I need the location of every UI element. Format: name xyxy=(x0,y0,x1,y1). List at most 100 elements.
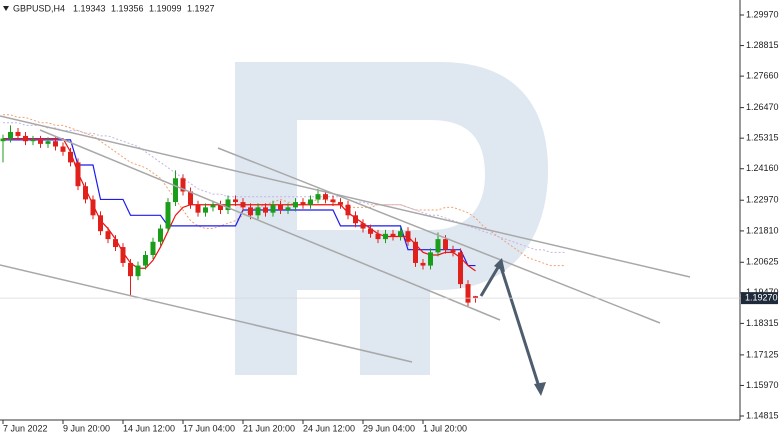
candle-body xyxy=(15,131,21,136)
trend-line xyxy=(0,115,691,278)
candle-body xyxy=(263,207,268,213)
last-price-label: 1.19270 xyxy=(745,293,778,303)
candle-body xyxy=(135,265,141,277)
candle-body xyxy=(278,204,283,211)
x-tick-label: 24 Jun 12:00 xyxy=(303,423,355,433)
candle-body xyxy=(240,202,246,208)
candle-body xyxy=(150,241,156,255)
y-tick-label: 1.17125 xyxy=(746,349,779,359)
y-tick-label: 1.25315 xyxy=(746,133,779,143)
candle-body xyxy=(143,254,148,266)
candle-body xyxy=(443,239,448,250)
candle-body xyxy=(98,215,103,232)
candle-body xyxy=(83,186,88,200)
candle-body xyxy=(210,204,216,208)
candle-body xyxy=(60,146,66,152)
candle-body xyxy=(300,202,306,205)
y-tick-label: 1.28815 xyxy=(746,40,779,50)
header-low: 1.19099 xyxy=(149,3,182,13)
candle-body xyxy=(360,223,366,229)
candle-body xyxy=(0,138,6,142)
candle-body xyxy=(45,141,51,144)
candle-body xyxy=(270,204,276,213)
candle-body xyxy=(330,199,336,203)
y-tick-label: 1.20625 xyxy=(746,257,779,267)
x-tick-label: 14 Jun 12:00 xyxy=(123,423,175,433)
y-tick-label: 1.14815 xyxy=(746,410,779,420)
indicator-line xyxy=(3,139,476,267)
y-tick-label: 1.29970 xyxy=(746,9,779,19)
header-close: 1.1927 xyxy=(187,3,215,13)
candle-body xyxy=(323,194,328,200)
candle-body xyxy=(90,199,96,216)
candle-body xyxy=(53,141,58,147)
y-tick-label: 1.22970 xyxy=(746,195,779,205)
candle-body xyxy=(345,204,351,216)
candle-body xyxy=(180,178,186,192)
candle-body xyxy=(105,231,111,240)
y-tick-label: 1.21810 xyxy=(746,225,779,235)
arrow-head xyxy=(494,258,505,272)
candle-body xyxy=(398,231,403,237)
candle-body xyxy=(225,199,231,211)
candle-body xyxy=(368,228,373,234)
header-open: 1.19343 xyxy=(73,3,106,13)
candle-body xyxy=(428,252,433,266)
candle-body xyxy=(75,162,81,187)
candle-body xyxy=(165,202,171,229)
candle-body xyxy=(218,204,223,211)
x-tick-label: 1 Jul 20:00 xyxy=(423,423,467,433)
trend-line xyxy=(0,264,413,363)
candle-body xyxy=(420,262,426,266)
indicator-line xyxy=(3,137,476,272)
indicator-line xyxy=(3,122,566,253)
candle-body xyxy=(435,239,441,253)
candle-body xyxy=(315,194,321,200)
candle-body xyxy=(158,228,163,242)
candle-body xyxy=(458,252,463,285)
candle-body xyxy=(173,178,178,203)
candle-body xyxy=(120,247,126,263)
watermark xyxy=(235,62,548,375)
candle-body xyxy=(128,262,133,277)
candle-body xyxy=(338,202,343,205)
header-high: 1.19356 xyxy=(111,3,144,13)
arrow-head xyxy=(534,382,546,396)
candle-body xyxy=(195,204,201,213)
candle-body xyxy=(375,233,381,240)
candle-body xyxy=(390,233,396,237)
x-tick-label: 29 Jun 04:00 xyxy=(363,423,415,433)
candle-body xyxy=(233,199,238,203)
candle-body xyxy=(113,239,118,248)
y-tick-label: 1.27660 xyxy=(746,71,779,81)
axis-labels: 1.29970 1.28815 1.27660 1.26470 1.25315 1.241… xyxy=(0,9,779,433)
x-tick-label: 21 Jun 20:00 xyxy=(243,423,295,433)
x-tick-label: 17 Jun 04:00 xyxy=(183,423,235,433)
forecast-arrows xyxy=(479,258,546,396)
last-price-box xyxy=(741,292,778,305)
y-tick-label: 1.26470 xyxy=(746,102,779,112)
trend-lines xyxy=(0,115,691,363)
candle-body xyxy=(405,231,411,242)
x-tick-label: 9 Jun 20:00 xyxy=(63,423,110,433)
trend-line xyxy=(217,147,661,324)
candle-body xyxy=(285,207,291,211)
symbol: GBPUSD,H4 xyxy=(13,3,65,13)
trend-line xyxy=(39,129,501,321)
candle-body xyxy=(353,215,358,224)
candle-body xyxy=(413,241,418,263)
candle-body xyxy=(383,233,388,240)
x-tick-label: 7 Jun 2022 xyxy=(3,423,48,433)
candle-body xyxy=(465,284,471,303)
y-tick-label: 1.24160 xyxy=(746,163,779,173)
candle-body xyxy=(68,151,73,163)
y-tick-label: 1.18315 xyxy=(746,318,779,328)
candle-body xyxy=(308,199,313,205)
candle-body xyxy=(38,139,43,144)
candle-body xyxy=(188,191,193,205)
candle-body xyxy=(473,296,478,299)
indicators xyxy=(3,114,566,272)
header: GBPUSD,H4 1.19343 1.19356 1.19099 1.1927 xyxy=(3,3,215,13)
candle-body xyxy=(255,207,261,216)
